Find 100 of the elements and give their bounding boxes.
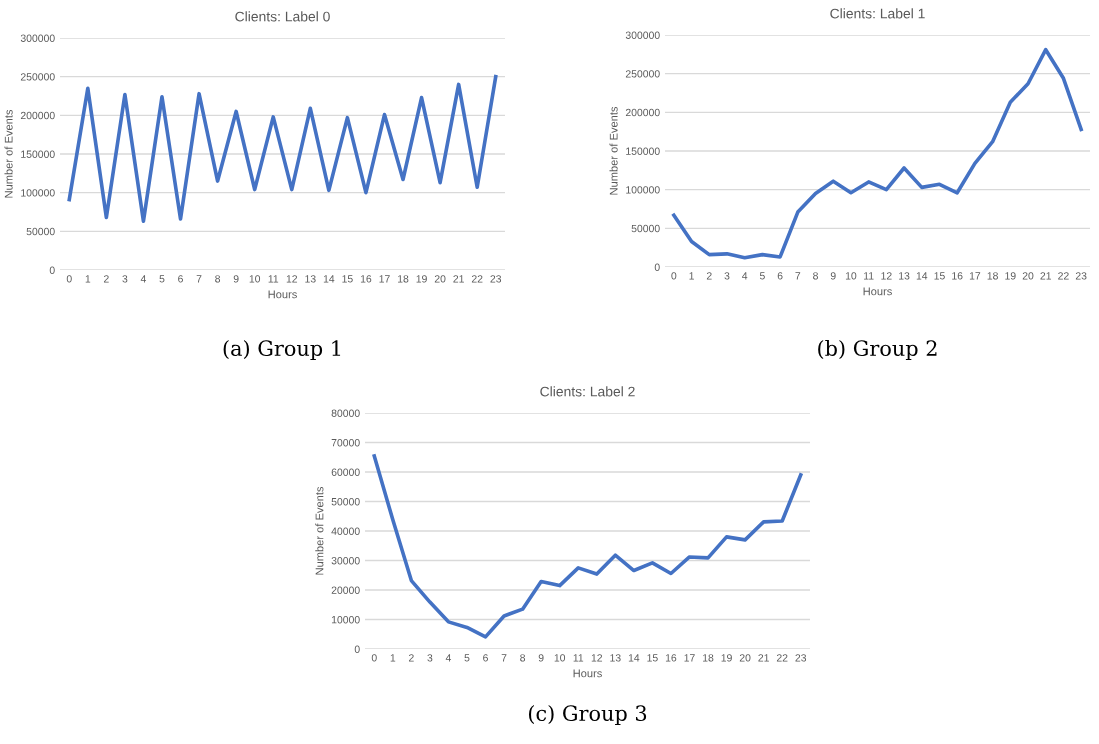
x-tick-label: 8 (813, 272, 818, 280)
x-tick-label: 12 (286, 275, 298, 283)
text: (b) Group 2 (818, 339, 937, 361)
x-tick-label: 4 (140, 275, 147, 283)
x-tick-label: 7 (501, 654, 507, 662)
chart-title: Clients: Label 0 (235, 11, 330, 22)
x-tick-label: 9 (538, 654, 544, 662)
x-tick-label: 2 (706, 272, 712, 280)
x-tick-label: 7 (795, 272, 801, 280)
x-tick-label: 0 (66, 275, 72, 283)
x-tick-label: 20 (739, 654, 751, 662)
x-tick-label: 23 (795, 654, 807, 662)
y-tick-label: 0 (49, 266, 55, 274)
x-tick-label: 9 (830, 272, 836, 280)
y-axis-title: Number of Events (315, 486, 324, 575)
x-tick-label: 18 (703, 654, 714, 662)
x-tick-label: 9 (233, 275, 239, 283)
line-series (67, 74, 498, 224)
x-tick-label: 7 (196, 275, 202, 283)
chart-title: Clients: Label 1 (830, 8, 925, 19)
x-axis-title: Hours (863, 287, 892, 296)
x-tick-label: 11 (864, 272, 874, 280)
x-tick-label: 11 (268, 275, 279, 283)
x-tick-label: 17 (379, 275, 390, 283)
x-tick-label: 16 (360, 275, 372, 283)
y-axis-title: Number of Events (609, 106, 618, 195)
x-tick-label: 8 (215, 275, 221, 283)
line-series (672, 47, 1083, 260)
x-tick-label: 10 (845, 272, 857, 280)
x-tick-label: 10 (554, 654, 566, 662)
x-tick-label: 19 (721, 654, 732, 662)
y-axis-title: Number of Events (4, 109, 13, 198)
x-tick-label: 5 (464, 654, 470, 662)
x-tick-label: 18 (398, 275, 409, 283)
x-tick-label: 14 (323, 275, 335, 283)
line-series (372, 454, 803, 639)
x-tick-label: 8 (520, 654, 526, 662)
y-tick-label: 0 (654, 263, 660, 271)
x-tick-label: 10 (249, 275, 261, 283)
x-tick-label: 21 (1040, 272, 1052, 280)
y-tick-label: 60000 (331, 468, 360, 476)
x-tick-label: 0 (671, 272, 677, 280)
text: (c) Group 3 (528, 704, 647, 726)
x-tick-label: 11 (573, 654, 584, 662)
x-tick-label: 22 (776, 654, 788, 662)
x-tick-label: 21 (758, 654, 769, 662)
y-tick-label: 250000 (20, 73, 55, 81)
y-tick-label: 200000 (625, 108, 660, 117)
y-tick-label: 70000 (331, 439, 360, 447)
y-tick-label: 300000 (20, 34, 55, 42)
x-tick-label: 1 (85, 275, 91, 283)
x-tick-label: 15 (647, 654, 658, 662)
x-tick-label: 12 (881, 272, 892, 280)
x-tick-label: 17 (684, 654, 695, 662)
y-tick-label: 300000 (625, 31, 660, 39)
x-tick-label: 6 (777, 272, 783, 280)
y-tick-label: 10000 (331, 616, 360, 624)
x-tick-label: 13 (899, 272, 910, 280)
x-tick-label: 5 (759, 272, 765, 280)
x-tick-label: 22 (1058, 272, 1069, 280)
x-tick-label: 6 (483, 654, 488, 662)
x-tick-label: 19 (1005, 272, 1016, 280)
y-tick-label: 30000 (331, 557, 360, 565)
x-tick-label: 14 (916, 272, 928, 280)
x-tick-label: 1 (689, 272, 694, 280)
x-tick-label: 22 (471, 275, 483, 283)
x-tick-label: 4 (742, 272, 748, 280)
x-tick-label: 4 (445, 654, 452, 662)
x-axis-title: Hours (268, 290, 297, 299)
x-tick-label: 2 (103, 275, 109, 283)
x-tick-label: 3 (427, 654, 433, 662)
x-tick-label: 18 (987, 272, 998, 280)
x-tick-label: 23 (1075, 272, 1087, 280)
y-tick-label: 150000 (626, 147, 660, 155)
x-tick-label: 15 (934, 272, 945, 280)
x-tick-label: 20 (1022, 272, 1034, 280)
x-tick-label: 17 (969, 272, 981, 280)
x-tick-label: 2 (408, 654, 414, 662)
y-tick-label: 80000 (331, 409, 360, 417)
x-tick-label: 15 (342, 275, 353, 283)
y-tick-label: 250000 (625, 70, 660, 78)
x-tick-label: 14 (628, 654, 640, 662)
x-tick-label: 23 (490, 275, 502, 283)
x-tick-label: 20 (434, 275, 446, 283)
x-tick-label: 1 (390, 654, 396, 662)
y-tick-label: 100000 (21, 189, 55, 197)
y-tick-label: 40000 (331, 527, 360, 535)
x-tick-label: 12 (591, 654, 603, 662)
x-tick-label: 16 (665, 654, 677, 662)
x-tick-label: 13 (305, 275, 316, 283)
y-tick-label: 50000 (26, 227, 55, 236)
x-tick-label: 19 (416, 275, 427, 283)
chart-title: Clients: Label 2 (540, 386, 635, 397)
y-tick-label: 200000 (20, 111, 55, 120)
text: (a) Group 1 (223, 339, 341, 361)
y-tick-label: 150000 (21, 150, 55, 158)
y-tick-label: 100000 (626, 186, 660, 194)
x-tick-label: 16 (952, 272, 963, 280)
x-tick-label: 3 (724, 272, 730, 280)
y-tick-label: 20000 (331, 586, 360, 594)
